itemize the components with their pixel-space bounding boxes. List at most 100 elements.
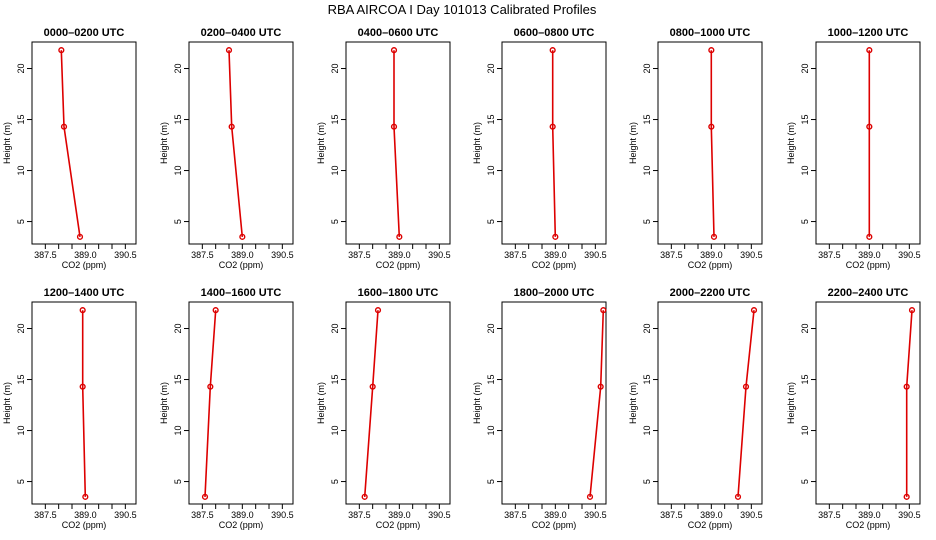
x-tick-label: 390.5 — [740, 250, 763, 260]
x-tick-label: 389.0 — [858, 250, 881, 260]
x-tick-label: 390.5 — [114, 250, 137, 260]
y-axis-label: Height (m) — [2, 122, 12, 164]
x-axis-label: CO2 (ppm) — [532, 260, 577, 270]
profile-point — [866, 123, 873, 130]
x-axis-label: CO2 (ppm) — [532, 520, 577, 530]
profile-line — [81, 310, 87, 497]
profile-line — [228, 50, 244, 237]
profile-point — [903, 383, 910, 390]
panel-title: 0400–0600 UTC — [358, 27, 439, 39]
y-tick-label: 15 — [800, 375, 810, 385]
x-tick-label: 390.5 — [898, 510, 921, 520]
x-tick-label: 389.0 — [544, 250, 567, 260]
y-tick-label: 20 — [642, 324, 652, 334]
panel-10: 2000–2200 UTC 387.5 389.0 390.5 5 10 15 20 CO2 (… — [628, 287, 763, 530]
profile-point — [374, 307, 382, 314]
profile-line — [393, 50, 401, 237]
panel-9: 1800–2000 UTC 387.5 389.0 390.5 5 10 15 20 CO2 (… — [472, 287, 607, 530]
panel-0: 0000–0200 UTC 387.5 389.0 390.5 5 10 15 20 CO2 (… — [2, 27, 137, 270]
x-tick-label: 389.0 — [74, 510, 97, 520]
x-tick-label: 387.5 — [818, 250, 841, 260]
y-tick-label: 5 — [800, 479, 810, 484]
panel-title: 1200–1400 UTC — [44, 287, 125, 299]
profile-line — [551, 50, 557, 237]
y-tick-label: 10 — [642, 166, 652, 176]
x-tick-label: 387.5 — [504, 250, 527, 260]
y-tick-label: 5 — [173, 479, 183, 484]
x-tick-label: 389.0 — [700, 510, 723, 520]
x-tick-label: 387.5 — [34, 250, 57, 260]
y-tick-label: 5 — [16, 479, 26, 484]
y-tick-label: 20 — [800, 324, 810, 334]
y-tick-label: 5 — [330, 219, 340, 224]
y-tick-label: 20 — [330, 64, 340, 74]
panel-title: 1600–1800 UTC — [358, 287, 439, 299]
x-tick-label: 387.5 — [191, 250, 214, 260]
panel-title: 1800–2000 UTC — [514, 287, 595, 299]
profile-point — [239, 233, 246, 240]
profile-point — [908, 307, 916, 314]
panel-5: 1000–1200 UTC 387.5 389.0 390.5 5 10 15 20 CO2 (… — [786, 27, 921, 270]
profile-point — [866, 233, 873, 240]
plot-frame — [31, 41, 137, 245]
profile-point — [60, 123, 68, 130]
profile-point — [552, 233, 559, 240]
x-tick-label: 387.5 — [660, 250, 683, 260]
profile-point — [866, 47, 873, 54]
x-tick-label: 389.0 — [858, 510, 881, 520]
profile-point — [600, 307, 607, 314]
x-tick-label: 389.0 — [74, 250, 97, 260]
x-tick-label: 390.5 — [584, 250, 607, 260]
profile-point — [903, 493, 910, 500]
y-tick-label: 15 — [800, 115, 810, 125]
profile-point — [549, 47, 556, 54]
y-tick-label: 5 — [800, 219, 810, 224]
figure-title: RBA AIRCOA I Day 101013 Calibrated Profi… — [328, 2, 597, 17]
profile-point — [79, 307, 86, 314]
x-axis-label: CO2 (ppm) — [376, 260, 421, 270]
x-tick-label: 387.5 — [660, 510, 683, 520]
panel-title: 0600–0800 UTC — [514, 27, 595, 39]
profile-point — [58, 47, 65, 54]
y-axis-label: Height (m) — [472, 382, 482, 424]
panel-3: 0600–0800 UTC 387.5 389.0 390.5 5 10 15 20 CO2 (… — [472, 27, 607, 270]
y-tick-label: 20 — [642, 64, 652, 74]
panel-8: 1600–1800 UTC 387.5 389.0 390.5 5 10 15 20 CO2 (… — [316, 287, 451, 530]
y-axis-label: Height (m) — [2, 382, 12, 424]
panel-title: 0200–0400 UTC — [201, 27, 282, 39]
panel-6: 1200–1400 UTC 387.5 389.0 390.5 5 10 15 20 CO2 (… — [2, 287, 137, 530]
profile-line — [204, 310, 217, 497]
profile-point — [76, 233, 84, 240]
y-tick-label: 10 — [330, 166, 340, 176]
y-tick-label: 5 — [486, 219, 496, 224]
y-tick-label: 5 — [16, 219, 26, 224]
plot-frame — [188, 301, 294, 505]
plot-frame — [501, 301, 607, 505]
panel-4: 0800–1000 UTC 387.5 389.0 390.5 5 10 15 20 CO2 (… — [628, 27, 763, 270]
profile-point — [742, 383, 750, 390]
panel-11: 2200–2400 UTC 387.5 389.0 390.5 5 10 15 20 CO2 (… — [786, 287, 921, 530]
x-axis-label: CO2 (ppm) — [219, 260, 264, 270]
profile-point — [549, 123, 556, 130]
panel-1: 0200–0400 UTC 387.5 389.0 390.5 5 10 15 20 CO2 (… — [159, 27, 294, 270]
y-tick-label: 15 — [642, 375, 652, 385]
plot-frame — [657, 301, 763, 505]
y-tick-label: 20 — [486, 324, 496, 334]
y-axis-label: Height (m) — [159, 382, 169, 424]
panel-2: 0400–0600 UTC 387.5 389.0 390.5 5 10 15 20 CO2 (… — [316, 27, 451, 270]
y-tick-label: 5 — [642, 219, 652, 224]
profile-point — [207, 383, 214, 390]
x-tick-label: 387.5 — [348, 250, 371, 260]
x-axis-label: CO2 (ppm) — [688, 260, 733, 270]
y-axis-label: Height (m) — [628, 122, 638, 164]
profile-point — [750, 307, 758, 314]
plot-frame — [345, 301, 451, 505]
profile-point — [79, 383, 86, 390]
profile-point — [225, 47, 233, 54]
y-tick-label: 10 — [16, 426, 26, 436]
y-tick-label: 15 — [16, 115, 26, 125]
y-tick-label: 15 — [173, 375, 183, 385]
plot-frame — [815, 41, 921, 245]
x-tick-label: 387.5 — [504, 510, 527, 520]
